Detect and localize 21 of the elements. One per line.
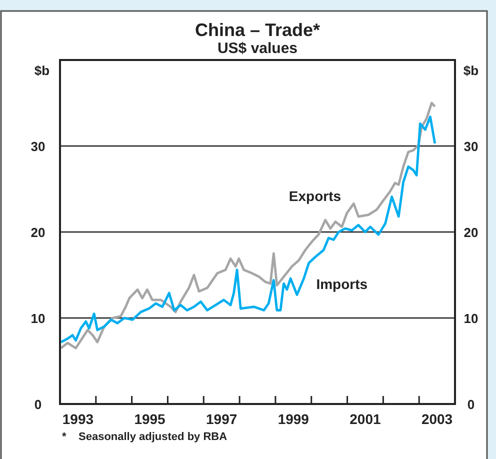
series-label: Imports	[316, 276, 368, 292]
y2-tick-label: 10	[464, 311, 478, 326]
y-tick-label: 20	[30, 225, 46, 240]
chart-subtitle: US$ values	[217, 40, 298, 57]
y2-tick-label: 20	[464, 225, 478, 240]
x-tick-label: 1993	[62, 411, 94, 427]
text: * Seasonally adjusted by RBA	[62, 431, 228, 443]
y2-axis-title: $b	[463, 63, 479, 78]
series-label: Exports	[288, 188, 342, 204]
y2-tick-label: 0	[467, 397, 475, 412]
y-tick-label: 0	[34, 397, 42, 412]
x-tick-label: 2003	[421, 411, 453, 427]
y2-tick-label: 30	[464, 139, 478, 154]
y-tick-label: 30	[30, 139, 46, 154]
y-axis-title: $b	[34, 63, 50, 78]
x-tick-label: 1999	[278, 411, 310, 427]
y-tick-label: 10	[30, 311, 46, 326]
x-tick-label: 1997	[206, 411, 238, 427]
chart-title: China – Trade*	[194, 20, 320, 40]
x-tick-label: 1995	[134, 411, 166, 427]
x-tick-label: 2001	[350, 411, 382, 427]
